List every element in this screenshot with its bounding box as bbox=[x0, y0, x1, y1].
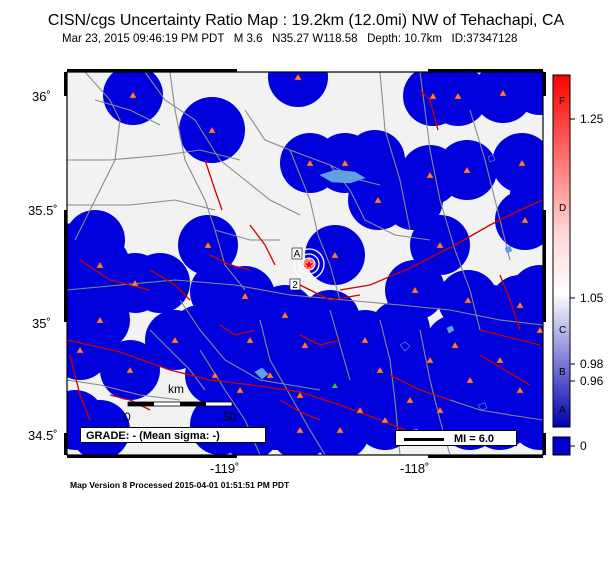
colorbar-value-0: 0 bbox=[580, 439, 587, 453]
faults bbox=[67, 89, 543, 441]
mi-legend-text: MI = 6.0 bbox=[454, 433, 495, 445]
colorbar-ticks bbox=[570, 118, 575, 447]
lat-label-35: 35˚ bbox=[32, 316, 51, 331]
event-details: Mar 23, 2015 09:46:19 PM PDT M 3.6 N35.2… bbox=[62, 33, 518, 45]
processing-footer: Map Version 8 Processed 2015-04-01 01:51… bbox=[70, 480, 290, 490]
station-markers bbox=[76, 73, 543, 434]
colorbar-value-1-25: 1.25 bbox=[580, 112, 604, 126]
colorbar-grade-f: F bbox=[559, 96, 566, 107]
scale-unit: km bbox=[168, 382, 184, 396]
epicenter-label-2: 2 bbox=[292, 280, 298, 291]
colorbar-grade-a: A bbox=[559, 405, 566, 416]
colorbar-value-0-96: 0.96 bbox=[580, 374, 604, 388]
scale-tick-50: 50 bbox=[223, 410, 237, 424]
water-bodies bbox=[254, 154, 513, 411]
colorbar-grade-b: B bbox=[559, 367, 566, 378]
scale-bar bbox=[127, 401, 233, 407]
lon-label-119: -119˚ bbox=[210, 461, 240, 476]
mi-legend: MI = 6.0 bbox=[395, 430, 517, 446]
lat-label-36: 36˚ bbox=[32, 89, 51, 104]
colorbar-grade-d: D bbox=[559, 203, 567, 214]
colorbar-value-0-98: 0.98 bbox=[580, 357, 604, 371]
lon-label-118: -118˚ bbox=[400, 461, 430, 476]
epicenter bbox=[289, 247, 325, 291]
colorbar-grade-c: C bbox=[559, 325, 567, 336]
colorbar-value-1-05: 1.05 bbox=[580, 291, 604, 305]
lat-label-35-5: 35.5˚ bbox=[28, 203, 58, 218]
lat-label-34-5: 34.5˚ bbox=[28, 428, 58, 443]
epicenter-label-a: A bbox=[294, 249, 301, 260]
colorbar-gradient bbox=[552, 74, 571, 428]
frame-ticks bbox=[64, 69, 546, 458]
mi-legend-bar bbox=[404, 438, 444, 441]
colorbar-zero-swatch bbox=[552, 436, 571, 456]
scale-tick-0: 0 bbox=[124, 410, 131, 424]
grade-box: GRADE: - (Mean sigma: -) bbox=[80, 427, 266, 443]
map-title: CISN/cgs Uncertainty Ratio Map : 19.2km … bbox=[47, 12, 565, 29]
station-marker-green bbox=[332, 383, 338, 388]
